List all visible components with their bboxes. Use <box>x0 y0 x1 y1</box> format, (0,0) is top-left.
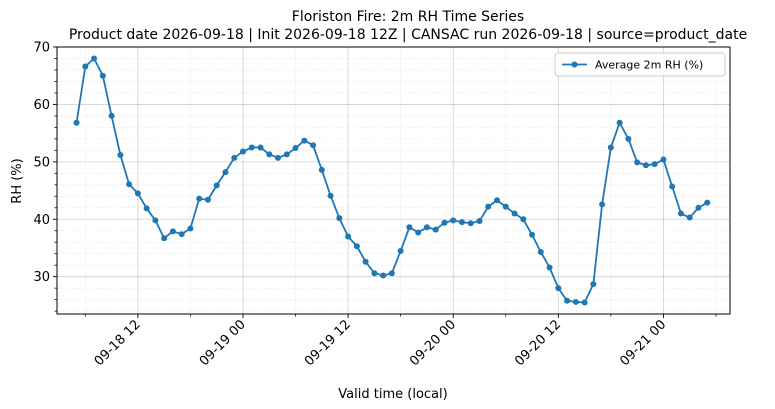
y-axis-label: RH (%) <box>10 158 25 203</box>
data-point <box>257 144 264 151</box>
data-point <box>607 144 614 151</box>
data-point <box>292 145 299 152</box>
data-point <box>196 195 203 202</box>
y-axis-ticks: 30 40 50 60 70 <box>33 41 57 312</box>
plot-frame <box>56 46 731 315</box>
data-point <box>450 217 457 224</box>
data-point <box>432 226 439 233</box>
x-tick-label: 09-19 00 <box>197 317 249 369</box>
data-point <box>502 203 509 210</box>
data-point <box>213 182 220 189</box>
data-point <box>476 217 483 224</box>
data-point <box>187 225 194 232</box>
x-axis-ticks: 09-18 12 09-19 00 09-19 12 09-20 00 09-20 12… <box>84 314 717 369</box>
series-line-average-2m-rh <box>75 57 708 304</box>
data-point <box>590 281 597 288</box>
data-point <box>204 196 211 203</box>
data-point <box>275 154 282 161</box>
data-point <box>73 119 80 126</box>
data-point <box>362 258 369 265</box>
data-point <box>388 270 395 277</box>
data-point <box>336 215 343 222</box>
x-tick-label: 09-20 00 <box>407 317 459 369</box>
data-point <box>660 156 667 163</box>
series-layer <box>73 55 711 306</box>
data-point <box>423 224 430 231</box>
data-point <box>169 228 176 235</box>
data-point <box>520 216 527 223</box>
legend-marker-swatch <box>571 61 578 68</box>
data-point <box>266 151 273 158</box>
y-tick-label: 70 <box>33 41 50 56</box>
x-tick-label: 09-19 12 <box>302 317 354 369</box>
data-point <box>239 148 246 155</box>
data-point <box>406 224 413 231</box>
data-point <box>458 219 465 226</box>
data-point <box>467 220 474 227</box>
data-point <box>380 272 387 279</box>
data-point <box>99 72 106 79</box>
data-point <box>572 298 579 305</box>
data-point <box>108 112 115 119</box>
data-point <box>634 159 641 166</box>
data-point <box>117 151 124 158</box>
data-point <box>353 243 360 250</box>
data-point <box>441 219 448 226</box>
data-point <box>555 285 562 292</box>
x-tick-label: 09-20 12 <box>512 317 564 369</box>
legend-entry-label: Average 2m RH (%) <box>595 59 703 72</box>
data-point <box>178 231 185 238</box>
data-point <box>599 201 606 208</box>
data-point <box>82 63 89 70</box>
data-point <box>704 199 711 206</box>
data-point <box>231 154 238 161</box>
data-point <box>318 166 325 173</box>
data-point <box>564 297 571 304</box>
legend: Average 2m RH (%) <box>554 52 726 77</box>
data-point <box>529 231 536 238</box>
legend-box <box>554 52 726 77</box>
y-tick-label: 30 <box>33 270 50 285</box>
data-point <box>616 119 623 126</box>
data-point <box>511 210 518 217</box>
data-point <box>126 181 133 188</box>
data-point <box>397 247 404 254</box>
data-point <box>91 55 98 62</box>
chart-title: Floriston Fire: 2m RH Time Series <box>292 9 524 25</box>
data-point <box>152 217 159 224</box>
data-point <box>625 135 632 142</box>
data-point <box>494 197 500 204</box>
data-point <box>161 235 168 242</box>
data-point <box>134 190 141 197</box>
data-point <box>327 192 334 199</box>
data-point <box>248 144 255 151</box>
data-point <box>651 161 658 168</box>
y-tick-label: 50 <box>33 155 50 170</box>
data-point <box>371 270 378 277</box>
data-point <box>485 203 492 210</box>
x-tick-label: 09-21 00 <box>617 317 669 369</box>
data-point <box>546 264 553 271</box>
data-point <box>222 169 229 176</box>
y-tick-label: 40 <box>33 213 50 228</box>
chart-subtitle: Product date 2026-09-18 | Init 2026-09-1… <box>69 27 747 43</box>
data-point <box>642 162 649 169</box>
data-point <box>695 204 702 211</box>
data-point <box>143 205 150 212</box>
data-point <box>669 183 676 190</box>
data-point <box>283 151 290 158</box>
data-point <box>310 142 317 149</box>
data-point <box>301 137 308 144</box>
x-tick-label: 09-18 12 <box>92 317 144 369</box>
data-point <box>686 214 693 221</box>
data-point <box>537 248 544 255</box>
data-point <box>345 233 352 240</box>
y-tick-label: 60 <box>33 98 50 113</box>
data-point <box>677 210 684 217</box>
data-point <box>581 299 588 306</box>
data-point <box>415 229 422 236</box>
x-axis-label: Valid time (local) <box>338 387 447 402</box>
